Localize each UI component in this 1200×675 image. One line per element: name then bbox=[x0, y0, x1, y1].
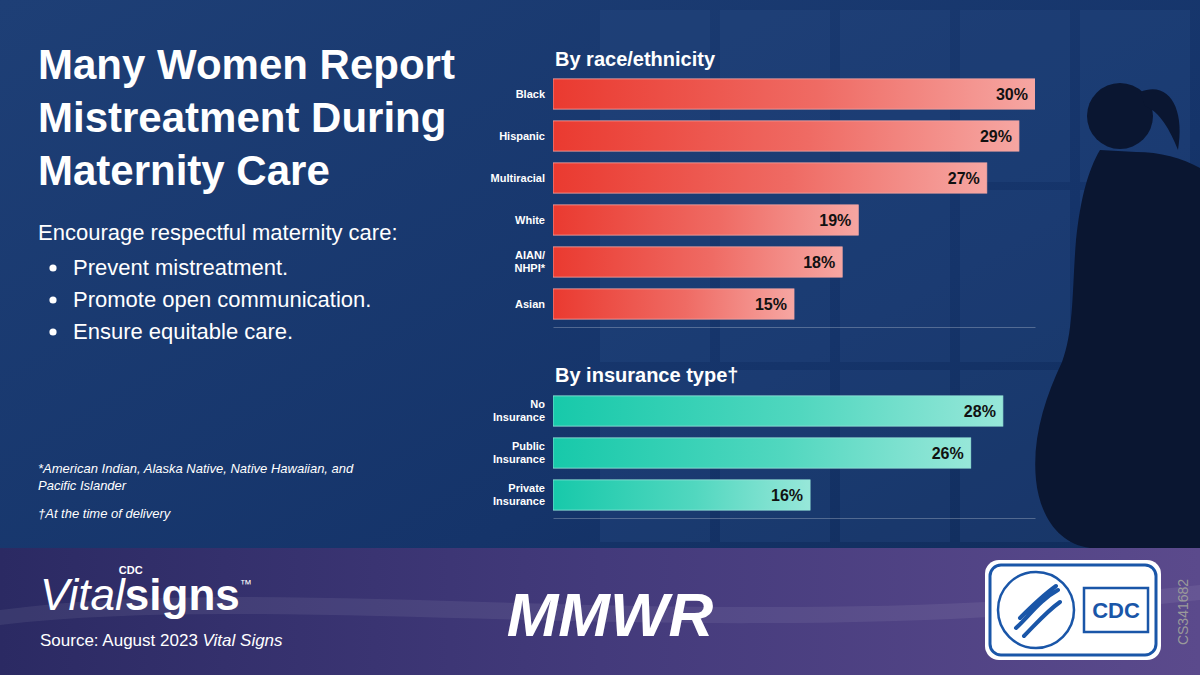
data-labels: 28% 26% 16% bbox=[771, 403, 996, 504]
silhouette bbox=[1035, 83, 1200, 548]
y-tick-label: PrivateInsurance bbox=[493, 482, 545, 506]
bar bbox=[553, 205, 858, 235]
y-axis: BlackHispanicMultiracialWhiteAIAN/NHPI*A… bbox=[491, 88, 546, 310]
y-tick-label: Multiracial bbox=[491, 172, 545, 184]
y-tick-label: Hispanic bbox=[499, 130, 545, 142]
data-label: 30% bbox=[996, 86, 1028, 103]
x-axis-line bbox=[554, 518, 1036, 519]
bar bbox=[553, 289, 794, 319]
y-tick: PrivateInsurance bbox=[493, 482, 545, 506]
data-labels: 30% 29% 27% 19% 18% 15% bbox=[755, 86, 1028, 313]
y-tick: Multiracial bbox=[491, 172, 545, 184]
bar bbox=[553, 163, 987, 193]
y-tick-label: NoInsurance bbox=[493, 398, 545, 422]
bullet-text: Ensure equitable care. bbox=[73, 319, 293, 344]
y-tick: NoInsurance bbox=[493, 398, 545, 422]
y-tick-label-line: NHPI* bbox=[514, 262, 545, 274]
logo-box bbox=[985, 560, 1161, 660]
cdc-logo-frame bbox=[1084, 588, 1148, 632]
title-line: Maternity Care bbox=[38, 147, 330, 194]
footnote-line: *American Indian, Alaska Native, Native … bbox=[38, 461, 354, 476]
title-line: Mistreatment During bbox=[38, 94, 446, 141]
intro: Encourage respectful maternity care: bbox=[38, 220, 398, 245]
y-tick: Black bbox=[516, 88, 546, 100]
y-tick: White bbox=[515, 214, 545, 226]
y-tick: Hispanic bbox=[499, 130, 545, 142]
data-label: 26% bbox=[932, 445, 964, 462]
data-label: 15% bbox=[755, 296, 787, 313]
x-axis-line bbox=[554, 327, 1036, 328]
y-tick-label-line: Private bbox=[508, 482, 545, 494]
bars bbox=[553, 396, 1003, 510]
bar bbox=[553, 480, 810, 510]
bars bbox=[553, 79, 1035, 319]
journal: MMWR bbox=[507, 580, 714, 649]
footnote: *American Indian, Alaska Native, Native … bbox=[38, 461, 354, 493]
y-tick-label-line: AIAN/ bbox=[515, 249, 545, 261]
footnote-line: †At the time of delivery bbox=[38, 506, 172, 521]
bullet-dot bbox=[49, 296, 56, 303]
hhs-seal bbox=[998, 572, 1074, 648]
data-label: 16% bbox=[771, 487, 803, 504]
bullet-dot bbox=[49, 264, 56, 271]
y-tick-label: AIAN/NHPI* bbox=[514, 249, 545, 273]
bar bbox=[553, 79, 1035, 109]
brand-vital: Vital bbox=[40, 570, 126, 619]
logo-frame bbox=[990, 565, 1156, 655]
bullet-dot bbox=[49, 328, 56, 335]
brand-signs: signs bbox=[125, 570, 240, 619]
y-tick-label-line: Insurance bbox=[493, 495, 545, 507]
data-label: 19% bbox=[819, 212, 851, 229]
bullet-text: Promote open communication. bbox=[73, 287, 371, 312]
logos: CDC bbox=[985, 560, 1161, 660]
chart: By insurance type†NoInsurancePublicInsur… bbox=[493, 364, 1035, 519]
source-text: Source: August 2023 bbox=[40, 631, 203, 650]
bar bbox=[553, 396, 1003, 426]
footnote: †At the time of delivery bbox=[38, 506, 172, 521]
window-pane bbox=[960, 190, 1070, 362]
footnote-line: Pacific Islander bbox=[38, 478, 127, 493]
y-axis: NoInsurancePublicInsurancePrivateInsuran… bbox=[493, 398, 545, 506]
cdc-logo: CDC bbox=[1092, 598, 1140, 623]
y-tick: PublicInsurance bbox=[493, 440, 545, 464]
y-tick-label: White bbox=[515, 214, 545, 226]
chart: By race/ethnicity Black Hispanic Multiracia… bbox=[491, 48, 1036, 328]
silhouette-body bbox=[1035, 150, 1200, 548]
data-label: 18% bbox=[803, 254, 835, 271]
footer-band bbox=[0, 548, 1200, 675]
x-axis bbox=[554, 327, 1036, 328]
infographic: Many Women Report Mistreatment During Mate… bbox=[0, 0, 1200, 675]
bar bbox=[553, 247, 842, 277]
chart-title: By insurance type† bbox=[555, 364, 738, 386]
y-tick-label-line: Insurance bbox=[493, 411, 545, 423]
title: Many Women Report Mistreatment During Mate… bbox=[38, 41, 455, 194]
data-label: 28% bbox=[964, 403, 996, 420]
chart-title: By race/ethnicity bbox=[555, 48, 716, 70]
code: CS341682 bbox=[1175, 579, 1191, 645]
y-tick-label-line: Insurance bbox=[493, 453, 545, 465]
source-italic: Vital Signs bbox=[203, 631, 284, 650]
y-tick-label-line: No bbox=[530, 398, 545, 410]
background bbox=[0, 0, 1200, 675]
bar bbox=[553, 438, 971, 468]
y-tick-label: PublicInsurance bbox=[493, 440, 545, 464]
brand: Vitalsigns™ bbox=[40, 570, 252, 619]
y-tick: Asian bbox=[515, 298, 545, 310]
data-label: 27% bbox=[948, 170, 980, 187]
source: Source: August 2023 Vital Signs bbox=[40, 631, 283, 650]
y-tick-label: Black bbox=[516, 88, 546, 100]
bar bbox=[553, 121, 1019, 151]
x-axis bbox=[554, 518, 1036, 519]
bullet-text: Prevent mistreatment. bbox=[73, 255, 288, 280]
hhs-eagle bbox=[1016, 586, 1060, 636]
y-tick: AIAN/NHPI* bbox=[514, 249, 545, 273]
title-line: Many Women Report bbox=[38, 41, 455, 88]
brand-tm: ™ bbox=[240, 577, 252, 591]
y-tick-label: Asian bbox=[515, 298, 545, 310]
silhouette-hair bbox=[1140, 89, 1180, 150]
brand-prefix: CDC bbox=[119, 564, 143, 576]
data-label: 29% bbox=[980, 128, 1012, 145]
y-tick-label-line: Public bbox=[512, 440, 545, 452]
